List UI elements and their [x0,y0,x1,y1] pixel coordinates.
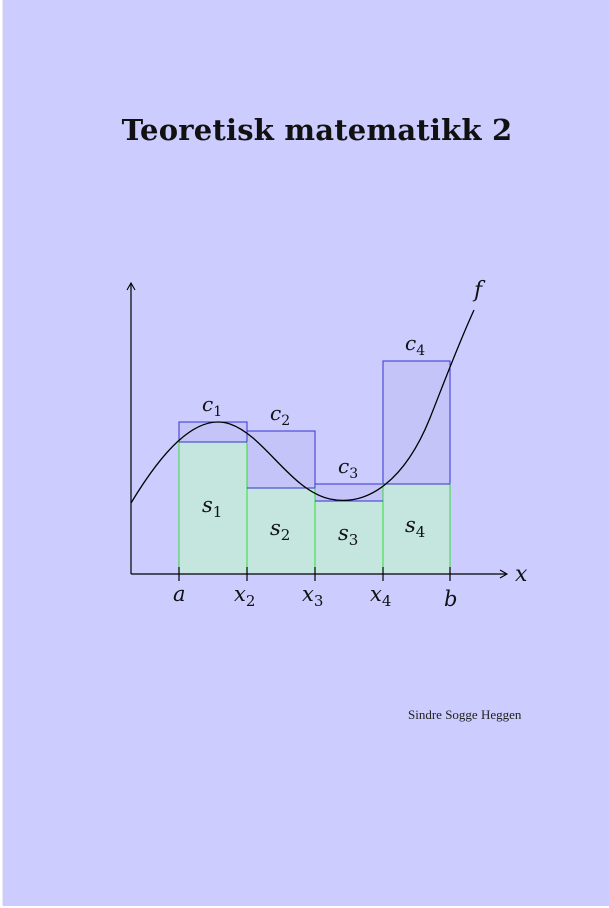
book-title: Teoretisk matematikk 2 [121,113,513,147]
lower-rect-2 [246,487,316,575]
label-s4: s4 [405,513,425,541]
author-name: Sindre Sogge Heggen [408,707,522,722]
x-axis-label: x [515,562,528,587]
tick-label-x4: x4 [370,582,391,610]
label-s3: s3 [338,521,358,549]
label-c2: c2 [270,401,290,429]
function-label: f [472,278,486,303]
label-s1: s1 [202,493,222,521]
function-curve [130,309,475,504]
tick-label-x3: x3 [302,582,323,610]
label-c3: c3 [338,454,358,482]
tick-label-b: b [444,587,457,611]
label-s2: s2 [270,516,290,544]
x-axis-arrow [499,569,509,579]
tick-label-x2: x2 [234,582,255,610]
tick-label-a: a [173,582,186,606]
label-c4: c4 [405,331,425,359]
lower-rect-1 [178,441,248,575]
y-axis-arrow [126,281,136,291]
label-c1: c1 [202,392,222,420]
